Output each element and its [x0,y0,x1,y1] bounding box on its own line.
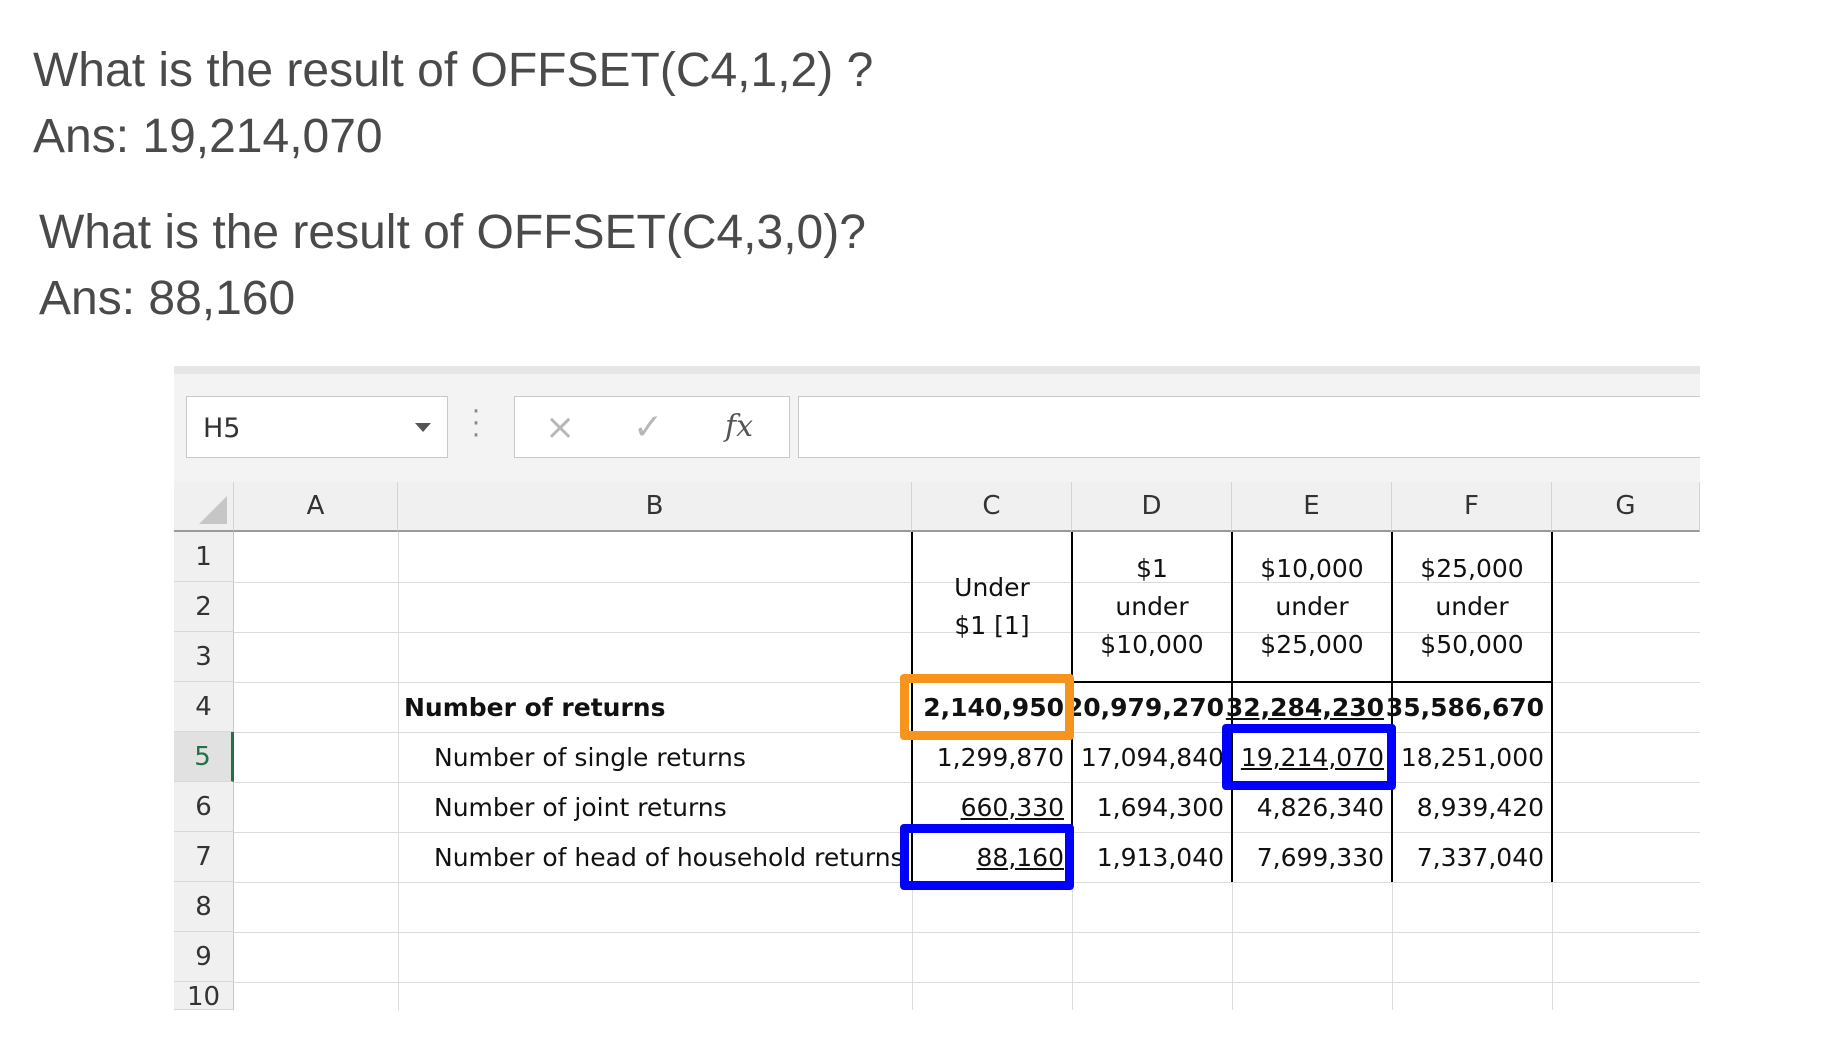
gridline [234,932,1700,933]
origin-highlight-box [900,674,1074,740]
cell-f6[interactable]: 8,939,420 [1416,792,1544,822]
column-header-b[interactable]: B [398,482,912,532]
question-text-2: What is the result of OFFSET(C4,3,0)? [39,206,866,259]
table-border [1551,532,1553,882]
row-label[interactable]: Number of joint returns [434,792,727,822]
cell-c5[interactable]: 1,299,870 [936,742,1064,772]
formula-buttons: × ✓ fx [514,396,790,458]
column-header-a[interactable]: A [234,482,398,532]
header-under-1: Under $1 [1] [954,573,1030,640]
name-box-value: H5 [203,413,241,444]
insert-function-icon[interactable]: fx [725,409,754,444]
cell-e6[interactable]: 4,826,340 [1256,792,1384,822]
column-header-g[interactable]: G [1552,482,1700,532]
row-header-10[interactable]: 10 [174,982,234,1010]
table-border [1231,532,1233,882]
row-header-2[interactable]: 2 [174,582,234,632]
cell-c4[interactable]: 2,140,950 [923,692,1064,722]
cell-c6[interactable]: 660,330 [960,792,1064,822]
header-10000-to-25000: $10,000 under $25,000 [1260,554,1364,659]
enter-icon[interactable]: ✓ [633,407,664,448]
row-label[interactable]: Number of head of household returns [434,842,904,872]
gridline [234,632,1700,633]
result-highlight-box [900,824,1074,890]
cell-f4[interactable]: 35,586,670 [1385,692,1544,722]
row-header-1[interactable]: 1 [174,532,234,582]
cell-d6[interactable]: 1,694,300 [1096,792,1224,822]
row-header-6[interactable]: 6 [174,782,234,832]
column-header-c[interactable]: C [912,482,1072,532]
dropdown-arrow-icon[interactable] [415,423,431,432]
row-header-4[interactable]: 4 [174,682,234,732]
cell-e7[interactable]: 7,699,330 [1256,842,1384,872]
row-header-8[interactable]: 8 [174,882,234,932]
cell-f7[interactable]: 7,337,040 [1416,842,1544,872]
row-label[interactable]: Number of returns [404,692,666,722]
result-highlight-box [1222,724,1396,790]
table-border [911,532,913,882]
column-header-f[interactable]: F [1392,482,1552,532]
cell-f5[interactable]: 18,251,000 [1400,742,1544,772]
cancel-icon[interactable]: × [545,407,576,448]
answer-text-1: Ans: 19,214,070 [33,110,383,163]
name-box[interactable]: H5 [186,396,448,458]
cell-d5[interactable]: 17,094,840 [1080,742,1224,772]
row-header-9[interactable]: 9 [174,932,234,982]
ribbon-edge [174,366,1700,374]
row-header-3[interactable]: 3 [174,632,234,682]
question-block-2: What is the result of OFFSET(C4,3,0)? An… [39,200,866,332]
header-1-to-10000: $1 under $10,000 [1100,554,1204,659]
table-border [1391,532,1393,882]
gridline [234,982,1700,983]
header-25000-to-50000: $25,000 under $50,000 [1420,554,1524,659]
row-label[interactable]: Number of single returns [434,742,746,772]
question-text-1: What is the result of OFFSET(C4,1,2) ? [33,44,874,97]
select-all-icon [199,496,227,524]
cell-d7[interactable]: 1,913,040 [1096,842,1224,872]
question-block-1: What is the result of OFFSET(C4,1,2) ? A… [33,38,873,170]
gridline [234,782,1700,783]
answer-text-2: Ans: 88,160 [39,272,296,325]
cell-e5[interactable]: 19,214,070 [1240,742,1384,772]
resize-handle-icon[interactable]: · · · [471,397,481,451]
spreadsheet-grid: A B C D E F G 1 2 3 4 5 6 7 8 9 10 [174,482,1700,1010]
gridline [234,582,1700,583]
row-header-5[interactable]: 5 [174,732,234,782]
column-header-e[interactable]: E [1232,482,1392,532]
cell-d4[interactable]: 20,979,270 [1065,692,1224,722]
row-header-7[interactable]: 7 [174,832,234,882]
excel-window: H5 · · · × ✓ fx A B C D E F G 1 2 3 4 5 6 … [174,366,1700,1010]
cell-e4[interactable]: 32,284,230 [1225,692,1384,722]
gridline [398,532,399,1010]
cell-c7[interactable]: 88,160 [976,842,1064,872]
select-all-button[interactable] [174,482,234,532]
formula-bar-input[interactable] [798,396,1700,458]
table-border [911,681,1553,683]
column-header-d[interactable]: D [1072,482,1232,532]
